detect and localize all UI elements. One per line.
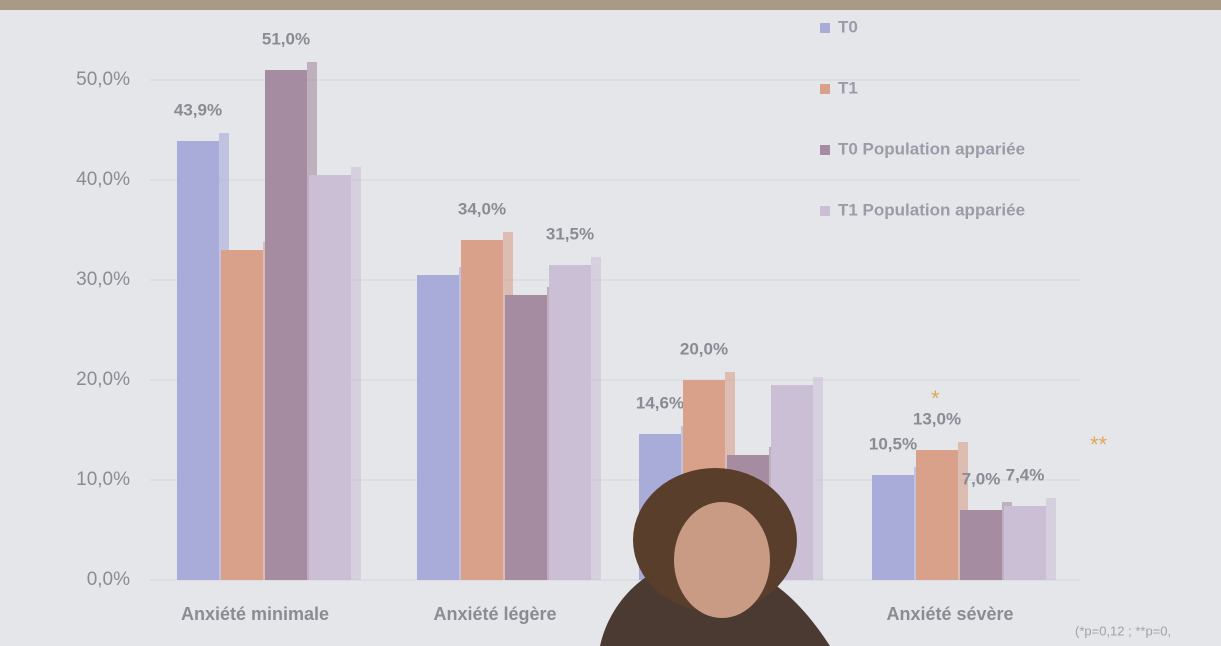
bar xyxy=(505,295,547,580)
value-label: 34,0% xyxy=(458,199,506,218)
bar xyxy=(916,450,958,580)
legend-label: T1 Population appariée xyxy=(838,200,1025,219)
value-label: 14,6% xyxy=(636,393,684,412)
legend-swatch xyxy=(820,206,830,216)
footnote: (*p=0,12 ; **p=0, xyxy=(1075,623,1171,638)
legend-label: T0 xyxy=(838,17,858,36)
value-label: 7,4% xyxy=(1006,465,1045,484)
value-label: 20,0% xyxy=(680,339,728,358)
bar xyxy=(177,141,219,580)
y-tick-label: 20,0% xyxy=(76,369,130,390)
y-tick-label: 30,0% xyxy=(76,269,130,290)
value-label: 10,5% xyxy=(869,434,917,453)
legend-label: T1 xyxy=(838,78,858,97)
bar xyxy=(549,265,591,580)
value-label: 51,0% xyxy=(262,29,310,48)
annotation: * xyxy=(931,386,940,411)
bar xyxy=(960,510,1002,580)
bar xyxy=(872,475,914,580)
value-label: 7,0% xyxy=(962,469,1001,488)
x-tick-label: Anxiété légère xyxy=(433,604,556,624)
value-label: 43,9% xyxy=(174,100,222,119)
legend-swatch xyxy=(820,145,830,155)
bar xyxy=(461,240,503,580)
bar xyxy=(221,250,263,580)
annotation: ** xyxy=(1090,432,1108,457)
value-label: 13,0% xyxy=(913,409,961,428)
bar-side xyxy=(351,167,361,580)
value-label: 31,5% xyxy=(546,224,594,243)
bar-side xyxy=(813,377,823,580)
bar-side xyxy=(1046,498,1056,580)
legend-swatch xyxy=(820,23,830,33)
presenter-face xyxy=(674,502,770,618)
bar xyxy=(265,70,307,580)
y-tick-label: 0,0% xyxy=(87,569,130,590)
chart: 0,0% 10,0% 20,0% 30,0% 40,0% 50,0% 43,9% 14,6% 1… xyxy=(0,0,1221,646)
bar xyxy=(309,175,351,580)
legend-label: T0 Population appariée xyxy=(838,139,1025,158)
y-tick-label: 50,0% xyxy=(76,69,130,90)
top-band xyxy=(0,0,1221,10)
x-tick-label: Anxiété minimale xyxy=(181,604,329,624)
y-tick-label: 10,0% xyxy=(76,469,130,490)
bar-side xyxy=(591,257,601,580)
y-tick-label: 40,0% xyxy=(76,169,130,190)
x-tick-label: Anxiété sévère xyxy=(886,604,1013,624)
bar xyxy=(417,275,459,580)
bar xyxy=(1004,506,1046,580)
legend-swatch xyxy=(820,84,830,94)
